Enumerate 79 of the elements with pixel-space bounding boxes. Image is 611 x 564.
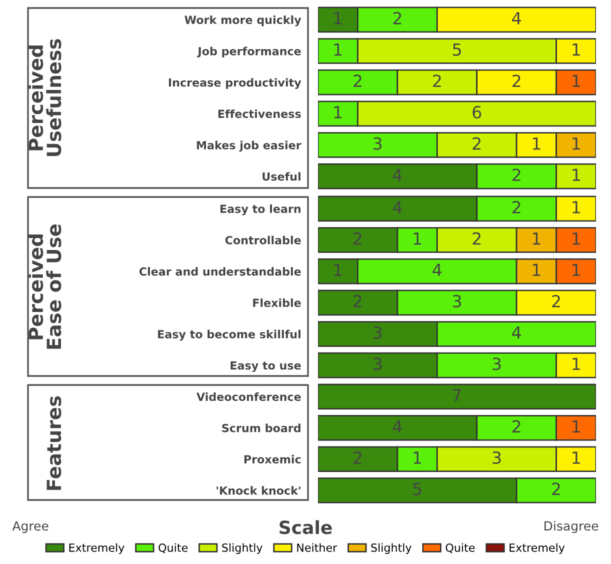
y-tick-label: Work more quickly bbox=[184, 15, 302, 26]
data-label: 3 bbox=[452, 294, 461, 308]
y-tick-label: Scrum board bbox=[222, 424, 300, 432]
data-label: 6 bbox=[472, 106, 482, 119]
data-label: 5 bbox=[452, 43, 461, 56]
data-label: 1 bbox=[572, 168, 580, 181]
data-label: 5 bbox=[413, 482, 422, 496]
data-label: 2 bbox=[512, 74, 520, 87]
y-tick-label: Videoconference bbox=[196, 392, 301, 402]
data-label: 7 bbox=[453, 389, 461, 402]
y-tick-label: Easy to use bbox=[230, 361, 301, 372]
data-label: 3 bbox=[374, 326, 382, 339]
data-label: 4 bbox=[512, 326, 521, 339]
legend-label: Extremely bbox=[510, 543, 565, 554]
y-tick-label: Easy to become skillful bbox=[158, 330, 300, 341]
data-label: 1 bbox=[334, 106, 342, 118]
data-label: 1 bbox=[532, 137, 540, 150]
y-tick-label: Controllable bbox=[225, 236, 301, 244]
data-label: 1 bbox=[572, 43, 580, 56]
data-label: 2 bbox=[552, 482, 560, 495]
data-label: 2 bbox=[512, 168, 520, 181]
y-tick-label: Easy to learn bbox=[220, 204, 300, 216]
legend-label: Slightly bbox=[222, 543, 262, 554]
data-label: 1 bbox=[572, 358, 580, 370]
data-label: 4 bbox=[392, 420, 402, 432]
data-label: 1 bbox=[414, 232, 422, 245]
data-label: 1 bbox=[572, 452, 580, 464]
legend-label: Slightly bbox=[371, 543, 412, 554]
y-tick-label: Clear and understandable bbox=[139, 267, 301, 276]
data-label: 2 bbox=[552, 294, 560, 308]
data-label: 1 bbox=[572, 74, 580, 87]
data-label: 1 bbox=[334, 264, 342, 276]
data-label: 2 bbox=[354, 451, 362, 464]
data-label: 1 bbox=[532, 232, 540, 245]
data-label: 2 bbox=[512, 420, 520, 432]
data-label: 3 bbox=[492, 358, 501, 370]
data-label: 2 bbox=[354, 294, 362, 308]
data-label: 1 bbox=[572, 264, 580, 276]
legend-label: Quite bbox=[158, 543, 188, 554]
data-label: 3 bbox=[492, 451, 501, 464]
data-label: 2 bbox=[354, 74, 362, 87]
y-tick-label: Flexible bbox=[253, 298, 301, 308]
legend-label: Quite bbox=[446, 543, 475, 554]
y-tick-label: Makes job easier bbox=[196, 140, 302, 152]
data-label: 4 bbox=[392, 168, 402, 181]
data-label: 2 bbox=[472, 137, 480, 150]
data-label: 1 bbox=[414, 452, 422, 464]
legend-label: Extremely bbox=[69, 543, 124, 554]
data-label: 2 bbox=[472, 232, 480, 245]
y-tick-label: Proxemic bbox=[244, 454, 301, 464]
y-tick-label: Effectiveness bbox=[218, 109, 301, 118]
y-axis-title: Features bbox=[46, 396, 62, 490]
y-axis-title: Perceived Ease of Use bbox=[28, 224, 62, 349]
data-label: 2 bbox=[433, 74, 441, 87]
y-tick-label: Increase productivity bbox=[168, 78, 302, 89]
data-label: 1 bbox=[572, 232, 580, 245]
data-label: 1 bbox=[532, 264, 540, 276]
data-label: 2 bbox=[393, 12, 402, 24]
data-label: 2 bbox=[354, 232, 362, 245]
data-label: 1 bbox=[572, 201, 580, 214]
y-tick-label: 'Knock knock' bbox=[216, 486, 300, 495]
data-label: 3 bbox=[374, 358, 382, 370]
data-label: 1 bbox=[572, 420, 580, 432]
data-label: 2 bbox=[512, 200, 520, 214]
y-tick-label: Useful bbox=[262, 172, 300, 181]
data-label: 1 bbox=[572, 137, 580, 150]
data-label: 3 bbox=[374, 137, 382, 150]
data-label: 4 bbox=[512, 12, 521, 24]
data-label: 4 bbox=[392, 201, 402, 214]
text: Disagree bbox=[544, 520, 598, 534]
y-axis-title: Perceived Usefulness bbox=[28, 39, 62, 156]
bar bbox=[318, 384, 596, 410]
y-tick-label: Job performance bbox=[197, 46, 301, 58]
data-label: 4 bbox=[432, 264, 442, 276]
data-label: 1 bbox=[334, 43, 342, 56]
legend-title: Scale bbox=[280, 520, 332, 534]
data-label: 1 bbox=[334, 12, 342, 24]
text: Agree bbox=[12, 521, 48, 534]
legend-label: Neither bbox=[297, 543, 338, 552]
